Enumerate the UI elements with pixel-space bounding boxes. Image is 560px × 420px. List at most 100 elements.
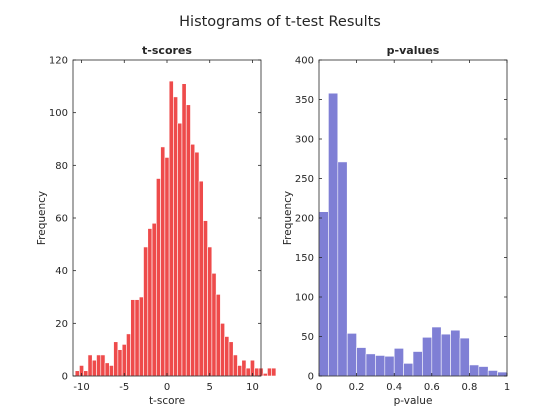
t-scores-bar: [228, 341, 234, 377]
p-values-bar: [346, 333, 357, 377]
t-scores-ytick-label: 100: [49, 108, 68, 119]
p-values-bar: [422, 336, 433, 377]
p-values-ytick-label: 0: [308, 372, 314, 383]
t-scores-bar: [181, 83, 187, 377]
t-scores-bar: [190, 143, 196, 377]
p-values-xtick-label: 0: [316, 382, 322, 393]
t-scores-bar: [151, 222, 157, 377]
p-values-bar: [393, 348, 404, 377]
t-scores-bar: [267, 367, 272, 377]
t-scores-bar: [143, 246, 149, 377]
p-values-bar: [478, 366, 489, 377]
p-values-bar: [318, 211, 329, 377]
p-values-ytick-label: 200: [295, 214, 314, 225]
t-scores-bar: [207, 246, 213, 377]
p-values-bar: [356, 347, 367, 377]
t-scores-bar: [138, 296, 144, 377]
t-scores-bar: [156, 178, 161, 377]
p-values-xlabel: p-value: [394, 395, 433, 407]
p-values-bar: [440, 333, 451, 377]
t-scores-bar: [83, 370, 89, 377]
t-scores-xtick-label: -10: [73, 382, 89, 393]
p-values-bar: [431, 326, 442, 377]
t-scores-bar: [126, 333, 131, 377]
t-scores-ytick-label: 120: [49, 56, 68, 67]
t-scores-bar: [104, 362, 110, 377]
t-scores-bar: [134, 299, 140, 377]
p-values-bar: [384, 355, 395, 377]
t-scores-bar: [109, 365, 114, 377]
p-values-ytick-label: 50: [301, 332, 314, 343]
p-values-ylabel: Frequency: [282, 191, 294, 245]
p-values-ytick-label: 400: [295, 56, 314, 67]
t-scores-xlabel: t-score: [149, 395, 185, 407]
p-values-bar: [412, 351, 423, 377]
t-scores-bar: [164, 157, 170, 377]
t-scores-bar: [262, 373, 268, 377]
t-scores-bar: [271, 367, 277, 377]
t-scores-bar: [147, 228, 153, 377]
t-scores-bar: [194, 151, 200, 377]
t-scores-xtick-label: 5: [207, 382, 213, 393]
t-scores-bar: [254, 367, 260, 377]
t-scores-bar: [96, 354, 102, 377]
p-values-ytick-label: 100: [295, 293, 314, 304]
t-scores-bar: [177, 122, 183, 377]
t-scores-bar: [245, 367, 251, 377]
t-scores-bar: [74, 370, 80, 377]
p-values-bar: [450, 329, 461, 377]
figure-title: Histograms of t-test Results: [179, 14, 381, 30]
t-scores-bar: [237, 365, 243, 377]
t-scores-xtick-label: 10: [246, 382, 259, 393]
p-values-ytick-label: 150: [295, 253, 314, 264]
t-scores-ytick-label: 20: [55, 319, 68, 330]
p-values-xtick-label: 0.4: [386, 382, 402, 393]
p-values-bar: [337, 161, 348, 377]
t-scores-bar: [130, 299, 136, 377]
t-scores-xtick-label: 0: [164, 382, 170, 393]
t-scores-bar: [211, 272, 217, 377]
t-scores-bar: [117, 349, 123, 377]
p-values-xtick-label: 0.8: [461, 382, 477, 393]
t-scores-ytick-label: 80: [55, 161, 68, 172]
t-scores-bar: [224, 336, 230, 377]
t-scores-ytick-label: 0: [62, 372, 68, 383]
p-values-ytick-label: 350: [295, 95, 314, 106]
p-values-bar: [365, 353, 376, 377]
t-scores-bar: [185, 104, 191, 377]
t-scores-bar: [220, 323, 225, 377]
t-scores-bar: [173, 96, 178, 377]
t-scores-bar: [160, 146, 166, 377]
t-scores-bar: [121, 344, 127, 377]
p-values-ytick-label: 250: [295, 174, 314, 185]
p-values-bar: [469, 364, 480, 377]
p-values-xtick-label: 1: [504, 382, 510, 393]
p-values-bar: [497, 371, 508, 377]
p-values-title: p-values: [387, 44, 440, 57]
p-values-bar: [403, 363, 414, 377]
t-scores-bar: [100, 354, 106, 377]
t-scores-bar: [203, 220, 208, 377]
t-scores-bar: [232, 354, 238, 377]
t-scores-ytick-label: 40: [55, 266, 68, 277]
t-scores-bar: [168, 80, 174, 377]
p-values-bar: [487, 370, 498, 377]
p-values-bar: [375, 355, 386, 377]
t-scores-bar: [91, 359, 97, 377]
t-scores-bar: [215, 294, 221, 377]
p-values-ytick-label: 300: [295, 135, 314, 146]
t-scores-ylabel: Frequency: [36, 191, 48, 245]
t-scores-title: t-scores: [142, 44, 192, 57]
t-scores-panel: -10 -5 0 5 10020406080100120t-scorest-scoreF…: [36, 44, 277, 407]
t-scores-bar: [87, 354, 93, 377]
p-values-bar: [328, 92, 339, 377]
t-scores-xtick-label: -5: [119, 382, 129, 393]
p-values-xtick-label: 0.2: [349, 382, 365, 393]
t-scores-bar: [113, 341, 119, 377]
p-values-panel: 0 0.2 0.4 0.6 0.8 1 0 50 100 150 200 250 300 350 400 p-…: [282, 44, 510, 407]
p-values-xtick-label: 0.6: [424, 382, 440, 393]
t-scores-bar: [198, 180, 204, 377]
t-scores-bar: [241, 359, 247, 377]
t-scores-ytick-label: 60: [55, 214, 68, 225]
